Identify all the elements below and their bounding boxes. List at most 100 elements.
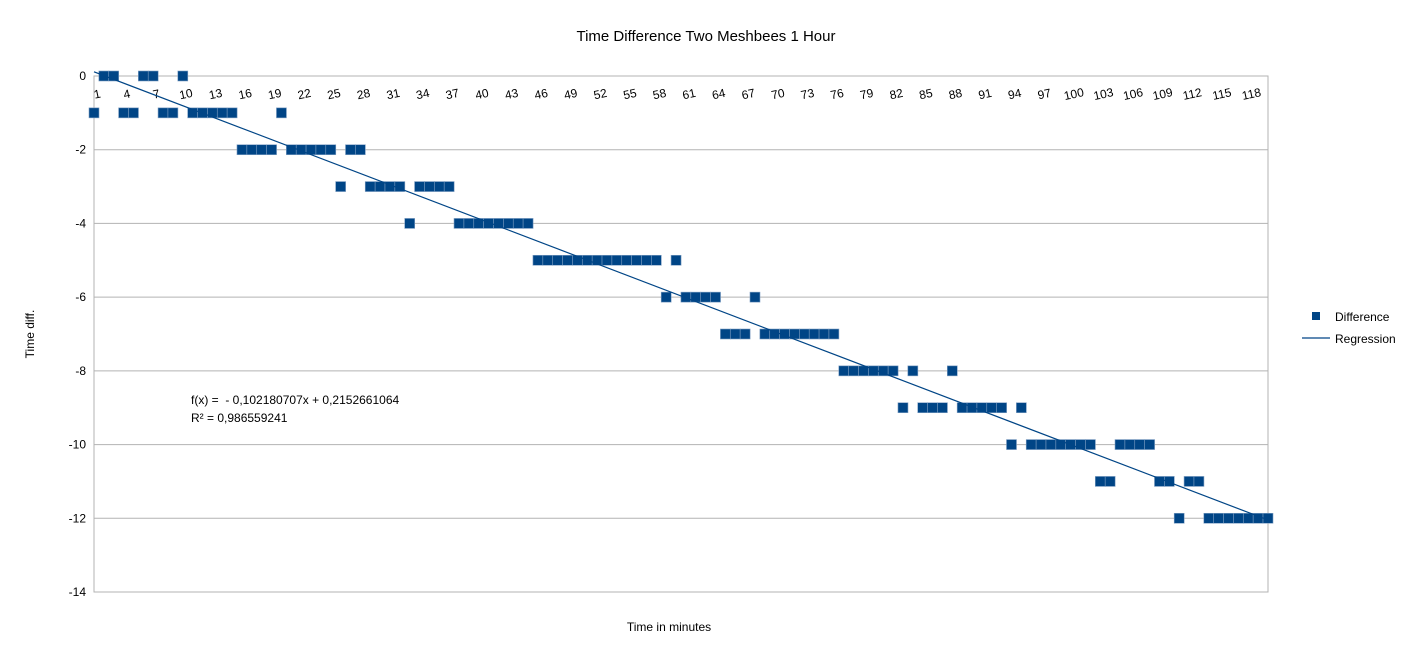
data-point — [1045, 439, 1057, 450]
x-tick-label: 91 — [977, 86, 993, 103]
data-point — [651, 254, 662, 266]
x-tick-label: 46 — [533, 86, 549, 103]
data-point — [1183, 476, 1195, 487]
data-point — [118, 107, 129, 119]
x-tick-label: 112 — [1181, 85, 1203, 103]
data-point — [207, 107, 218, 119]
x-tick-label: 76 — [829, 86, 845, 103]
data-point — [897, 402, 909, 414]
data-point — [1016, 402, 1027, 414]
data-point — [138, 70, 149, 82]
x-tick-label: 7 — [152, 86, 162, 101]
x-tick-label: 61 — [681, 86, 697, 103]
legend-marker-difference — [1312, 312, 1320, 320]
data-point — [276, 107, 287, 119]
x-axis-label: Time in minutes — [627, 620, 711, 634]
data-point — [177, 70, 189, 82]
data-point — [1134, 439, 1146, 450]
data-point — [1006, 439, 1017, 450]
data-point — [443, 181, 455, 192]
data-point — [799, 328, 810, 340]
legend: Difference Regression — [1302, 310, 1396, 346]
regression-equation: f(x) = - 0,102180707x + 0,2152661064 — [191, 393, 399, 407]
data-point — [917, 402, 929, 414]
data-point — [374, 181, 386, 192]
y-tick-label: -10 — [69, 438, 87, 452]
data-point — [236, 144, 248, 156]
x-tick-label: 37 — [444, 86, 460, 103]
data-point — [256, 144, 268, 156]
x-tick-label: 109 — [1151, 85, 1174, 103]
data-point — [562, 254, 573, 266]
data-point — [927, 402, 938, 414]
data-point — [512, 218, 524, 229]
data-point — [631, 254, 642, 266]
data-point — [1164, 476, 1175, 487]
data-point — [828, 328, 840, 340]
data-point — [611, 254, 623, 266]
data-point — [1193, 476, 1205, 487]
x-tick-label: 1 — [92, 86, 102, 101]
data-point — [739, 328, 751, 340]
data-point — [1233, 512, 1244, 524]
data-point — [522, 218, 534, 229]
y-tick-label: -6 — [75, 290, 86, 304]
data-point — [937, 402, 948, 414]
x-tick-label: 58 — [652, 86, 668, 103]
x-tick-label: 85 — [918, 86, 934, 103]
data-point — [729, 328, 741, 340]
x-tick-label: 115 — [1211, 85, 1233, 103]
data-point — [1094, 476, 1106, 487]
data-point — [670, 254, 682, 266]
data-point — [700, 291, 711, 303]
x-tick-label: 103 — [1092, 85, 1115, 103]
data-point — [710, 291, 721, 303]
data-point — [1242, 512, 1254, 524]
data-point — [641, 254, 652, 266]
legend-label-difference: Difference — [1335, 310, 1390, 324]
data-point — [463, 218, 475, 229]
x-tick-label: 28 — [356, 86, 372, 103]
plot-frame — [93, 75, 1269, 593]
data-point — [147, 70, 159, 82]
x-tick-label: 106 — [1122, 85, 1145, 103]
data-point — [226, 107, 238, 119]
x-tick-label: 100 — [1063, 85, 1086, 103]
data-point — [1124, 439, 1136, 450]
x-tick-label: 31 — [385, 86, 401, 103]
x-tick-label: 82 — [888, 86, 904, 103]
y-tick-label: -2 — [75, 143, 86, 157]
data-point — [680, 291, 692, 303]
data-point — [660, 291, 672, 303]
data-point — [552, 254, 563, 266]
data-point — [355, 144, 366, 156]
x-tick-label: 118 — [1241, 85, 1263, 103]
data-point — [1104, 476, 1116, 487]
x-tick-label: 64 — [711, 86, 727, 103]
x-tick-label: 67 — [740, 86, 756, 103]
data-point — [503, 218, 514, 229]
data-point — [720, 328, 731, 340]
x-tick-label: 73 — [799, 86, 815, 103]
y-tick-label: 0 — [79, 69, 86, 83]
data-point — [621, 254, 633, 266]
data-point — [818, 328, 830, 340]
data-point — [433, 181, 445, 192]
data-point — [266, 144, 277, 156]
chart-title: Time Difference Two Meshbees 1 Hour — [576, 28, 835, 45]
x-tick-label: 94 — [1007, 86, 1023, 103]
data-point — [493, 218, 504, 229]
data-point — [404, 218, 415, 229]
data-point — [325, 144, 337, 156]
data-point — [907, 365, 919, 377]
y-tick-label: -14 — [69, 585, 87, 599]
data-point — [1173, 512, 1185, 524]
data-point — [532, 254, 544, 266]
x-tick-label: 79 — [859, 86, 875, 103]
x-tick-label: 40 — [474, 86, 490, 103]
x-tick-label: 22 — [296, 86, 312, 103]
data-point — [345, 144, 356, 156]
x-tick-label: 19 — [267, 86, 283, 103]
data-point — [1213, 512, 1224, 524]
x-tick-label: 97 — [1036, 86, 1052, 103]
